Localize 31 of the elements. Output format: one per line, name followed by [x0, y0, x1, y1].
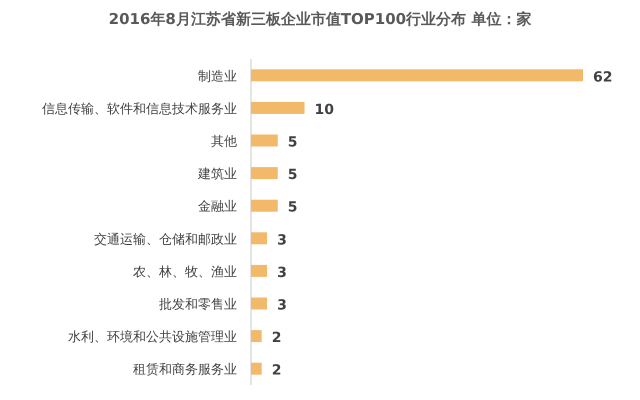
y-tick-label: 信息传输、软件和信息技术服务业: [42, 102, 237, 117]
data-label: 5: [288, 200, 298, 216]
y-tick-label: 交通运输、仓储和邮政业: [94, 231, 237, 248]
data-label: 2: [272, 330, 282, 346]
bar: [251, 102, 305, 114]
bar: [251, 298, 268, 310]
data-label: 3: [277, 232, 287, 248]
data-label: 3: [277, 298, 287, 314]
y-tick-label: 农、林、牧、渔业: [133, 264, 237, 280]
data-label: 62: [593, 69, 612, 86]
bar: [251, 69, 583, 82]
bar: [251, 200, 278, 212]
y-tick-label: 金融业: [198, 200, 237, 215]
y-tick-label: 制造业: [198, 69, 237, 84]
bar: [251, 134, 278, 146]
bar: [251, 362, 262, 375]
y-tick-label: 水利、环境和公共设施管理业: [68, 329, 237, 346]
y-tick-label: 批发和零售业: [159, 298, 237, 312]
data-label: 3: [277, 264, 287, 281]
data-label: 5: [288, 134, 298, 150]
y-tick-label: 其他: [211, 134, 237, 150]
bar: [251, 167, 278, 180]
bar: [251, 232, 268, 244]
y-tick-label: 建筑业: [197, 167, 237, 182]
chart-title: 2016年8月江苏省新三板企业市值TOP100行业分布 单位：家: [108, 10, 532, 28]
data-label: 10: [314, 102, 334, 118]
data-label: 5: [288, 167, 298, 184]
bar: [251, 330, 262, 342]
data-label: 2: [272, 362, 282, 379]
y-tick-label: 租赁和商务服务业: [133, 362, 237, 378]
bar: [251, 264, 268, 277]
